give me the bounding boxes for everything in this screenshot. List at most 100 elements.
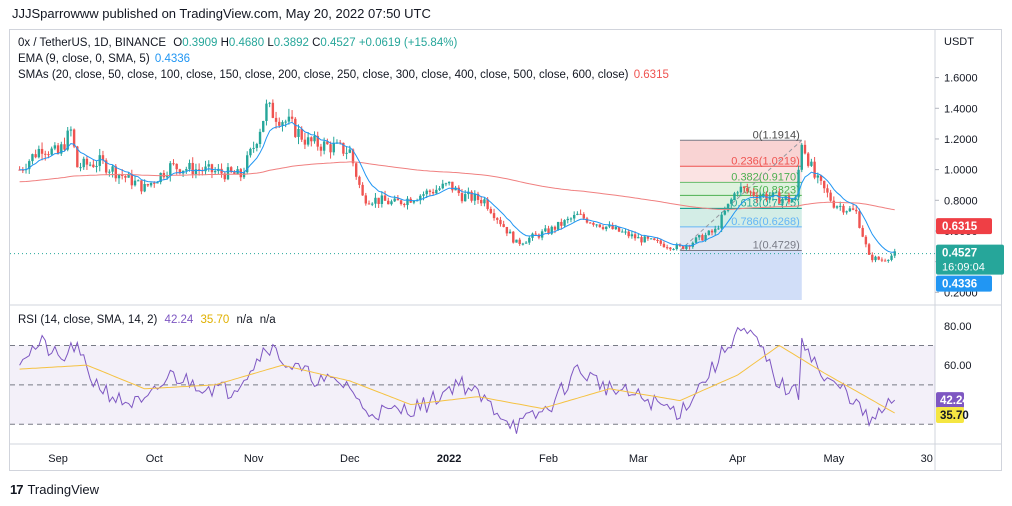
candle-body bbox=[880, 259, 884, 261]
candle-body bbox=[723, 210, 727, 215]
candle-body bbox=[399, 200, 403, 205]
candle-body bbox=[271, 102, 275, 118]
candle-body bbox=[560, 221, 563, 226]
candle-body bbox=[790, 200, 794, 202]
footer-brand-text: TradingView bbox=[27, 482, 100, 497]
candle-body bbox=[319, 146, 323, 151]
ema-price-label-bg bbox=[936, 275, 992, 292]
candle-body bbox=[178, 169, 182, 174]
candle-body bbox=[701, 235, 704, 241]
candle-body bbox=[265, 103, 268, 121]
candle-body bbox=[480, 199, 483, 204]
last-price-tag-bg bbox=[936, 244, 1004, 275]
symbol-name: 0x / TetherUS, 1D, BINANCE bbox=[18, 37, 167, 49]
candle-body bbox=[864, 236, 868, 245]
candle-body bbox=[313, 135, 316, 142]
candle-body bbox=[887, 259, 890, 261]
candle-body bbox=[572, 214, 576, 219]
candle-body bbox=[207, 164, 210, 167]
candle-body bbox=[646, 236, 650, 239]
candle-body bbox=[329, 144, 332, 153]
candle-body bbox=[508, 231, 512, 234]
last-price-label: 0.4527 bbox=[942, 248, 977, 260]
candle-body bbox=[345, 152, 348, 154]
rsi-na-2: n/a bbox=[259, 314, 276, 326]
tradingview-logo-icon: 17 bbox=[10, 482, 24, 497]
candle-body bbox=[595, 224, 598, 226]
candle-body bbox=[585, 218, 589, 223]
candle-body bbox=[56, 145, 60, 154]
fib-level-label: 1(0.4729) bbox=[753, 239, 800, 251]
candle-body bbox=[133, 180, 137, 186]
candle-body bbox=[278, 121, 281, 126]
sma-label: SMAs (20, close, 50, close, 100, close, … bbox=[18, 69, 629, 81]
candle-body bbox=[28, 161, 31, 170]
candle-body bbox=[281, 122, 284, 126]
candle-body bbox=[185, 169, 188, 171]
candle-body bbox=[95, 165, 98, 168]
candle-body bbox=[624, 231, 627, 233]
rsi-line bbox=[19, 326, 896, 434]
publish-header: JJJSparrowww published on TradingView.co… bbox=[12, 6, 431, 21]
candle-body bbox=[130, 173, 134, 186]
rsi-label: RSI (14, close, SMA, 14, 2) bbox=[18, 314, 158, 326]
candle-body bbox=[377, 197, 380, 204]
ohlc-open: O0.3909 bbox=[173, 37, 218, 49]
candle-body bbox=[406, 198, 409, 206]
candle-body bbox=[877, 256, 880, 260]
candle-body bbox=[120, 174, 124, 176]
candle-body bbox=[855, 209, 858, 212]
candle-body bbox=[463, 194, 467, 202]
fib-level-label: 0(1.1914) bbox=[753, 129, 800, 141]
x-tick-label: Apr bbox=[729, 453, 746, 465]
candle-body bbox=[34, 154, 37, 158]
candle-body bbox=[717, 228, 720, 230]
fib-zone bbox=[679, 208, 802, 227]
footer-brand[interactable]: 17 TradingView bbox=[10, 482, 99, 497]
candle-body bbox=[752, 191, 755, 196]
fib-zone bbox=[679, 195, 802, 209]
candle-body bbox=[521, 243, 525, 245]
candle-body bbox=[483, 199, 486, 204]
candle-body bbox=[813, 161, 816, 178]
x-tick-label: Mar bbox=[629, 453, 648, 465]
rsi-tick-label: 80.00 bbox=[944, 321, 972, 333]
x-tick-label: Oct bbox=[146, 453, 163, 465]
candle-body bbox=[252, 147, 255, 149]
candle-body bbox=[351, 149, 355, 164]
candle-body bbox=[681, 246, 685, 249]
rsi-na-1: n/a bbox=[236, 314, 253, 326]
candle-body bbox=[114, 166, 117, 179]
candle-body bbox=[262, 120, 265, 132]
candle-body bbox=[300, 128, 303, 140]
candle-body bbox=[380, 195, 384, 204]
candle-body bbox=[50, 148, 53, 155]
candle-body bbox=[470, 191, 473, 201]
x-tick-label: May bbox=[823, 453, 844, 465]
candle-body bbox=[787, 196, 791, 202]
candle-body bbox=[656, 240, 659, 242]
candle-body bbox=[739, 186, 743, 193]
candle-body bbox=[630, 234, 634, 237]
candle-body bbox=[524, 242, 528, 244]
x-tick-label: 2022 bbox=[437, 453, 461, 465]
candle-body bbox=[643, 236, 646, 243]
candle-body bbox=[387, 200, 390, 205]
candle-body bbox=[867, 244, 871, 255]
candle-body bbox=[829, 192, 832, 201]
candle-body bbox=[611, 225, 614, 230]
candle-body bbox=[858, 211, 861, 228]
candle-body bbox=[771, 192, 775, 197]
candle-body bbox=[239, 169, 243, 178]
candle-body bbox=[342, 142, 345, 154]
candle-body bbox=[153, 182, 156, 184]
price-tick-label: 1.6000 bbox=[944, 73, 978, 85]
candle-body bbox=[441, 183, 444, 189]
candle-body bbox=[714, 228, 717, 233]
candle-body bbox=[608, 225, 611, 227]
ohlc-change: +0.0619 (+15.84%) bbox=[358, 37, 458, 49]
candle-body bbox=[169, 163, 172, 177]
x-tick-label: 30 bbox=[921, 453, 933, 465]
candle-body bbox=[726, 203, 730, 211]
